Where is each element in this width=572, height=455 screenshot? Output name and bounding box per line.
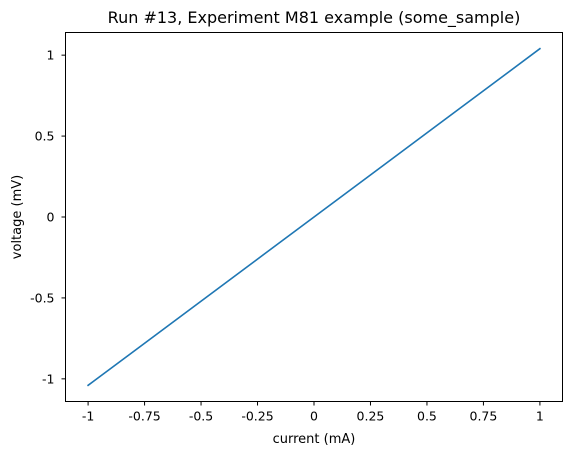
x-tick-label: -0.75 [128, 409, 160, 424]
y-tick-label: 0.5 [35, 129, 55, 144]
x-tick-label: 1 [536, 409, 544, 424]
y-tick-label: -0.5 [30, 290, 54, 305]
x-axis-ticks: -1 -0.75 -0.5 -0.25 0 0.25 0.5 0.75 1 [82, 401, 544, 424]
y-tick-label: 1 [47, 48, 55, 63]
plot-frame [65, 32, 563, 402]
chart-title: Run #13, Experiment M81 example (some_sa… [108, 8, 521, 28]
y-axis-ticks: -1 -0.5 0 0.5 1 [30, 48, 66, 386]
x-tick-label: -1 [82, 409, 94, 424]
x-tick-label: 0.75 [470, 409, 498, 424]
y-tick-label: 0 [47, 210, 55, 225]
y-tick-label: -1 [42, 371, 54, 386]
x-axis-label: current (mA) [273, 432, 356, 447]
x-tick-label: -0.5 [189, 409, 213, 424]
x-tick-label: 0 [310, 409, 318, 424]
series-line [86, 47, 542, 387]
x-tick-label: 0.5 [417, 409, 437, 424]
x-tick-label: 0.25 [357, 409, 385, 424]
x-tick-label: -0.25 [241, 409, 273, 424]
y-axis-label: voltage (mV) [10, 175, 25, 259]
series-layer [86, 47, 542, 387]
